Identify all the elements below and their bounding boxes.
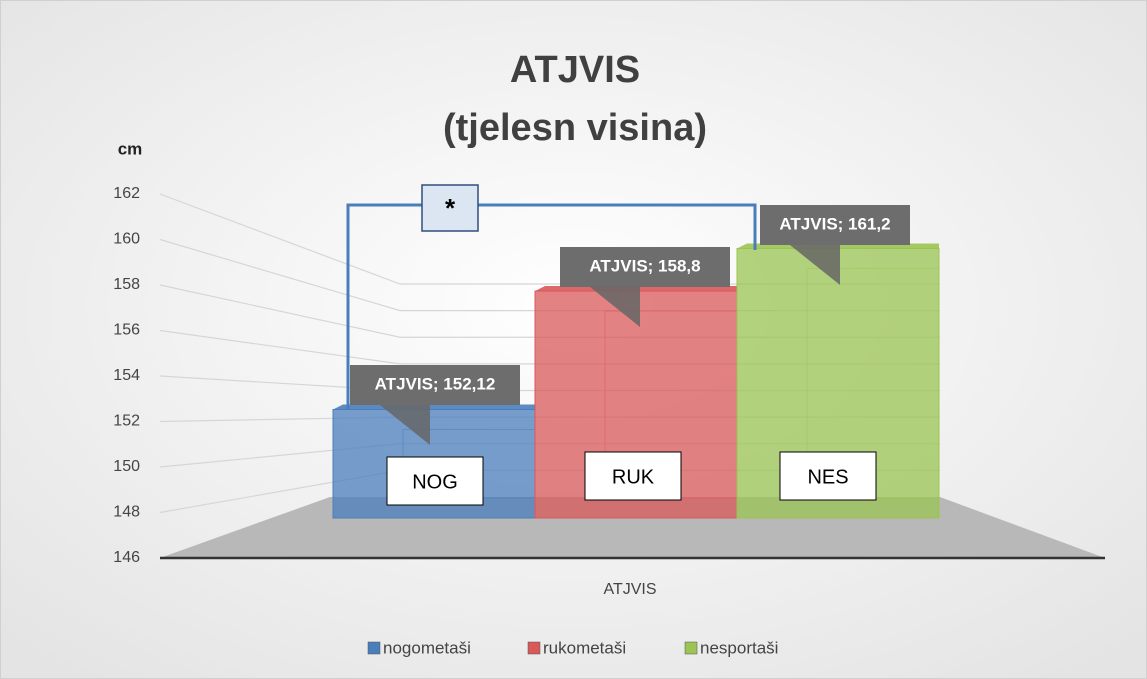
- y-axis-label: cm: [118, 139, 143, 158]
- y-tick-label: 148: [113, 504, 140, 521]
- label-pointer: [790, 245, 840, 285]
- group-box: [779, 451, 877, 501]
- group-box: [584, 451, 682, 501]
- value-label: ATJVIS; 158,8: [589, 256, 700, 275]
- y-tick-label: 154: [113, 367, 140, 384]
- legend-swatch: [367, 641, 381, 655]
- bar-top: [333, 404, 535, 410]
- legend-swatch: [684, 641, 698, 655]
- chart-subtitle: (tjelesn visina): [443, 107, 707, 149]
- x-tick-label: ATJVIS: [603, 581, 656, 598]
- group-label: NES: [807, 466, 848, 488]
- legend-label: rukometaši: [543, 638, 626, 657]
- y-tick-label: 150: [113, 458, 140, 475]
- labels: ATJVIS; 152,12 NOG ATJVIS; 158,8 RUK ATJVIS;…: [350, 205, 910, 506]
- group-box: [386, 456, 484, 506]
- group-label: NOG: [412, 471, 458, 493]
- y-tick-label: 162: [113, 185, 140, 202]
- y-tick-label: 146: [113, 549, 140, 566]
- legend-label: nesportaši: [700, 638, 778, 657]
- significance-bracket: [346, 203, 757, 410]
- value-label-box: [560, 247, 730, 287]
- y-tick-label: 152: [113, 413, 140, 430]
- significance-box: [421, 184, 479, 232]
- value-label: ATJVIS; 152,12: [375, 374, 496, 393]
- label-pointer: [590, 287, 640, 327]
- value-label: ATJVIS; 161,2: [779, 214, 890, 233]
- value-label-box: [760, 205, 910, 245]
- chart-title: ATJVIS: [510, 49, 640, 91]
- y-tick-label: 156: [113, 322, 140, 339]
- significance-label: *: [445, 193, 456, 223]
- legend-swatch: [527, 641, 541, 655]
- label-pointer: [380, 405, 430, 445]
- legend: nogometaši rukometaši nesportaši: [367, 638, 778, 657]
- y-tick-label: 158: [113, 276, 140, 293]
- y-tick-label: 160: [113, 231, 140, 248]
- group-label: RUK: [612, 466, 655, 488]
- value-label-box: [350, 365, 520, 405]
- legend-label: nogometaši: [383, 638, 471, 657]
